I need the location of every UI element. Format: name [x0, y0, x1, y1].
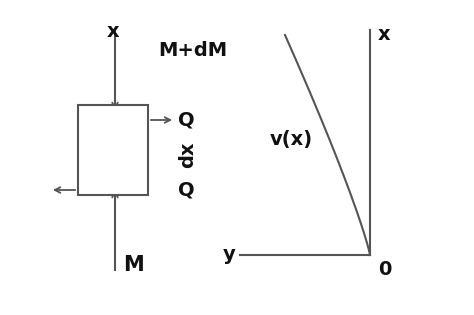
Bar [78, 105, 148, 195]
Text: M: M [123, 255, 144, 275]
Text: x: x [107, 22, 119, 41]
Text: v(x): v(x) [270, 130, 313, 150]
Text: Q: Q [178, 180, 195, 199]
Text: M+dM: M+dM [158, 41, 227, 60]
Text: 0: 0 [378, 260, 392, 279]
Text: dx: dx [178, 142, 197, 168]
Text: x: x [378, 25, 391, 44]
Text: Q: Q [178, 111, 195, 129]
Text: y: y [222, 245, 235, 265]
